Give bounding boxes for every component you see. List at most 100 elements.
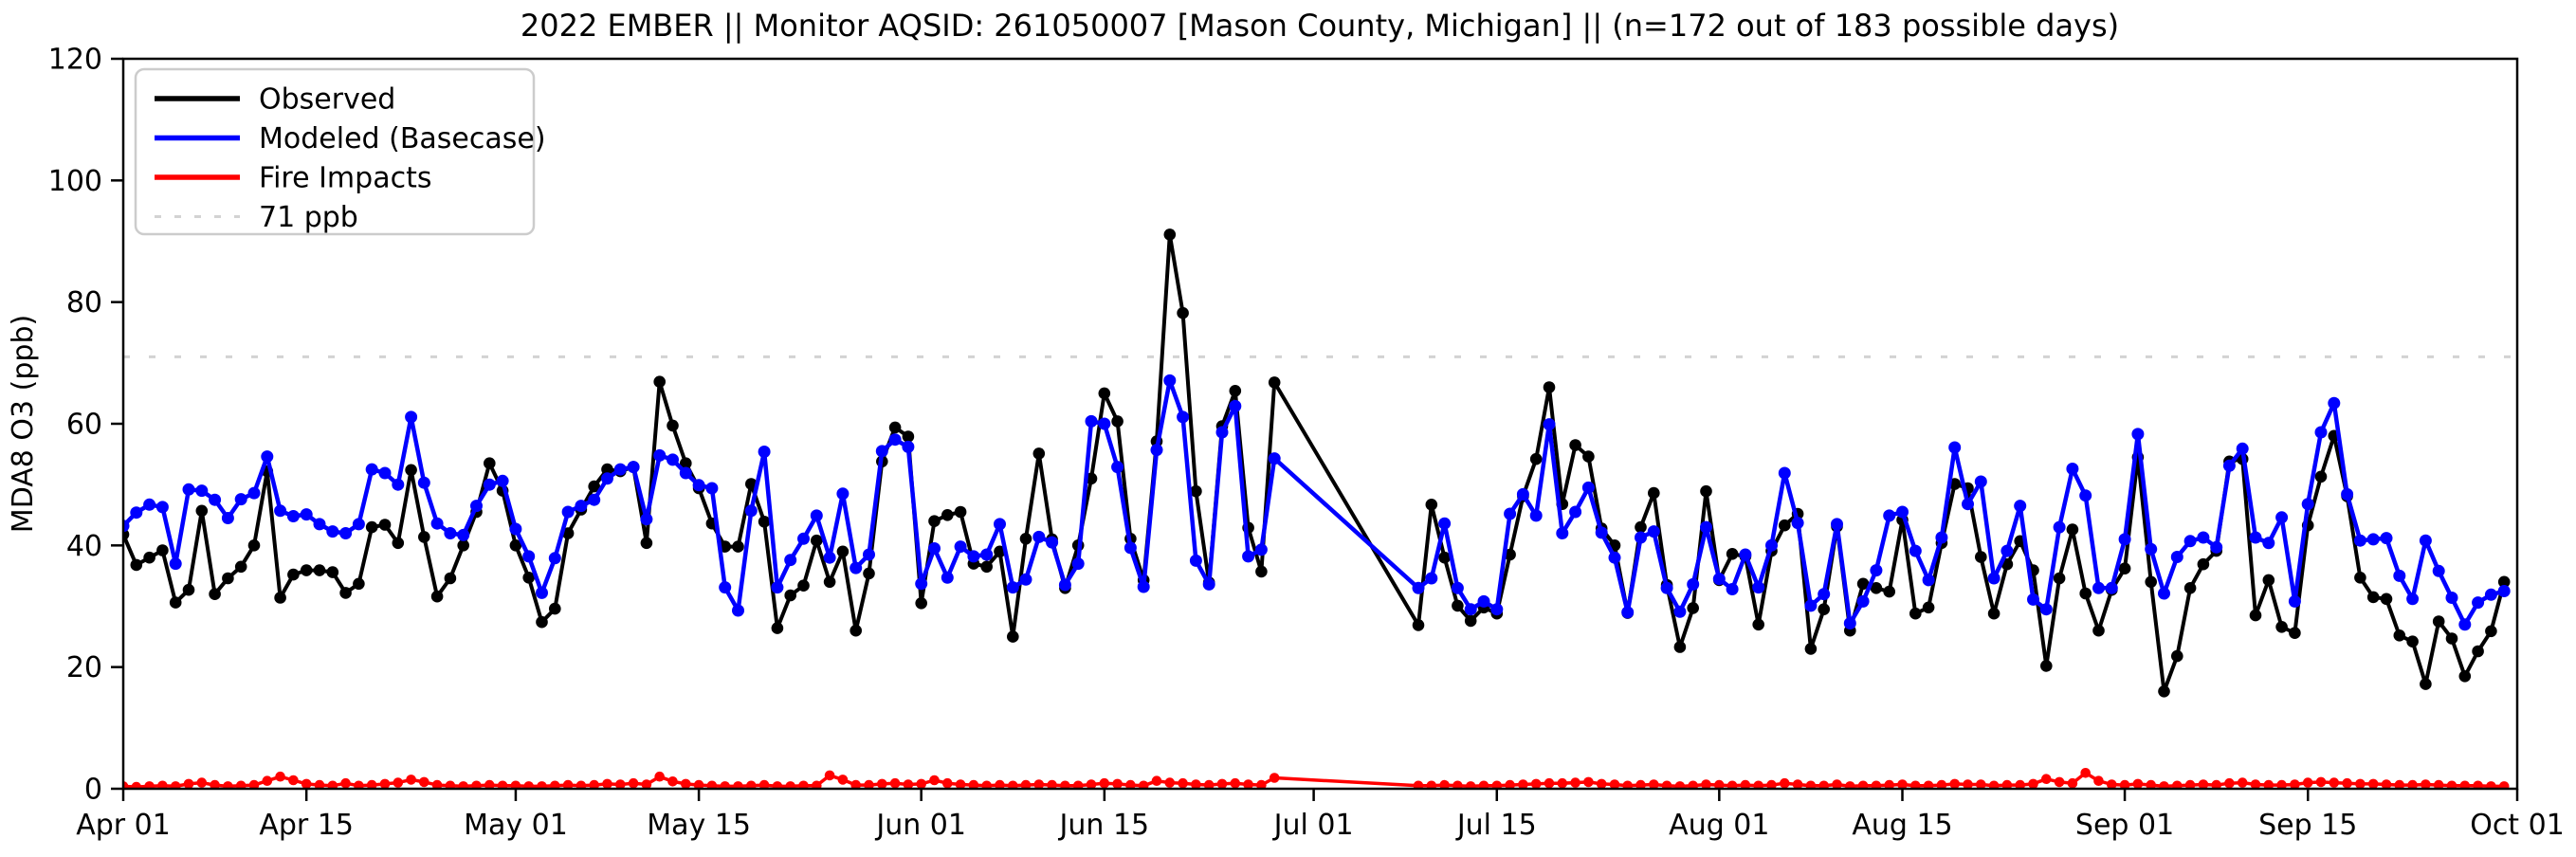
data-point (1714, 779, 1725, 789)
data-point (2001, 779, 2013, 789)
data-point (692, 479, 705, 492)
x-tick-label: Jul 15 (1455, 809, 1537, 842)
data-point (1897, 779, 1908, 789)
data-point (2366, 533, 2380, 546)
x-tick-label: Jul 01 (1272, 809, 1354, 842)
data-point (2315, 776, 2327, 788)
data-point (2472, 596, 2485, 610)
data-point (247, 486, 261, 500)
data-point (1060, 780, 1070, 789)
data-point (2014, 500, 2027, 513)
data-point (1111, 415, 1124, 428)
data-point (771, 581, 784, 594)
data-point (497, 780, 508, 789)
data-point (2093, 775, 2104, 786)
data-point (1582, 450, 1595, 463)
data-point (2172, 780, 2183, 789)
data-point (457, 528, 470, 541)
data-point (2314, 426, 2328, 439)
data-point (1974, 475, 1987, 488)
data-point (810, 509, 823, 522)
data-point (1595, 526, 1608, 539)
data-point (1439, 779, 1450, 789)
data-point (2407, 779, 2418, 789)
data-point (431, 779, 443, 789)
data-point (758, 779, 770, 789)
data-point (2118, 533, 2131, 546)
data-point (406, 775, 416, 785)
data-point (2394, 779, 2405, 789)
data-point (2159, 781, 2169, 789)
data-point (2250, 779, 2261, 789)
data-point (1504, 548, 1516, 561)
data-point (2276, 779, 2287, 789)
data-point (863, 548, 875, 561)
data-point (1661, 780, 1672, 789)
data-point (1792, 779, 1803, 789)
data-point (1648, 486, 1660, 500)
data-point (2367, 778, 2379, 789)
data-point (2001, 544, 2014, 557)
data-point (1412, 619, 1425, 631)
data-point (942, 777, 953, 789)
data-point (798, 780, 809, 789)
data-point (326, 525, 339, 538)
data-point (2079, 489, 2092, 502)
data-point (1151, 775, 1162, 786)
data-point (274, 592, 286, 604)
data-point (457, 539, 470, 552)
data-point (1635, 520, 1647, 534)
data-point (392, 478, 405, 491)
data-point (1753, 780, 1763, 789)
data-point (1086, 779, 1097, 789)
data-point (2170, 551, 2183, 563)
data-point (980, 548, 994, 561)
data-point (2107, 779, 2117, 789)
data-point (2329, 777, 2340, 788)
x-tick-label: Apr 01 (76, 809, 171, 842)
data-point (1922, 574, 1935, 587)
data-point (1557, 777, 1568, 789)
data-point (1071, 557, 1085, 571)
data-point (1163, 374, 1177, 387)
data-point (1032, 447, 1046, 460)
data-point (2341, 487, 2354, 501)
data-point (1007, 630, 1019, 643)
data-point (1596, 778, 1607, 789)
data-point (1452, 780, 1463, 789)
data-point (1046, 536, 1059, 549)
data-point (2497, 575, 2511, 589)
data-point (667, 453, 679, 466)
data-point (2039, 603, 2053, 616)
data-point (863, 567, 875, 580)
data-point (1254, 543, 1268, 556)
data-point (2459, 780, 2471, 789)
data-point (1490, 603, 1504, 616)
data-point (2290, 779, 2300, 789)
data-point (275, 771, 285, 782)
data-point (288, 775, 299, 786)
data-point (2288, 594, 2301, 608)
data-point (2146, 779, 2156, 789)
data-point (2198, 779, 2209, 789)
data-point (954, 505, 967, 519)
data-point (1948, 441, 1962, 454)
data-point (1529, 452, 1543, 465)
data-point (2262, 537, 2275, 550)
data-point (641, 779, 652, 789)
data-point (339, 527, 353, 539)
data-point (470, 500, 483, 513)
data-point (2197, 557, 2210, 571)
data-point (523, 781, 534, 789)
x-tick-label: May 01 (464, 809, 568, 842)
data-point (1189, 554, 1202, 567)
data-point (1805, 780, 1817, 789)
data-point (354, 780, 364, 789)
data-point (1556, 527, 1569, 539)
data-point (1700, 520, 1712, 534)
data-point (1909, 544, 1922, 557)
data-point (340, 777, 351, 789)
data-point (2473, 780, 2483, 789)
data-point (445, 780, 456, 789)
data-point (1896, 505, 1909, 519)
